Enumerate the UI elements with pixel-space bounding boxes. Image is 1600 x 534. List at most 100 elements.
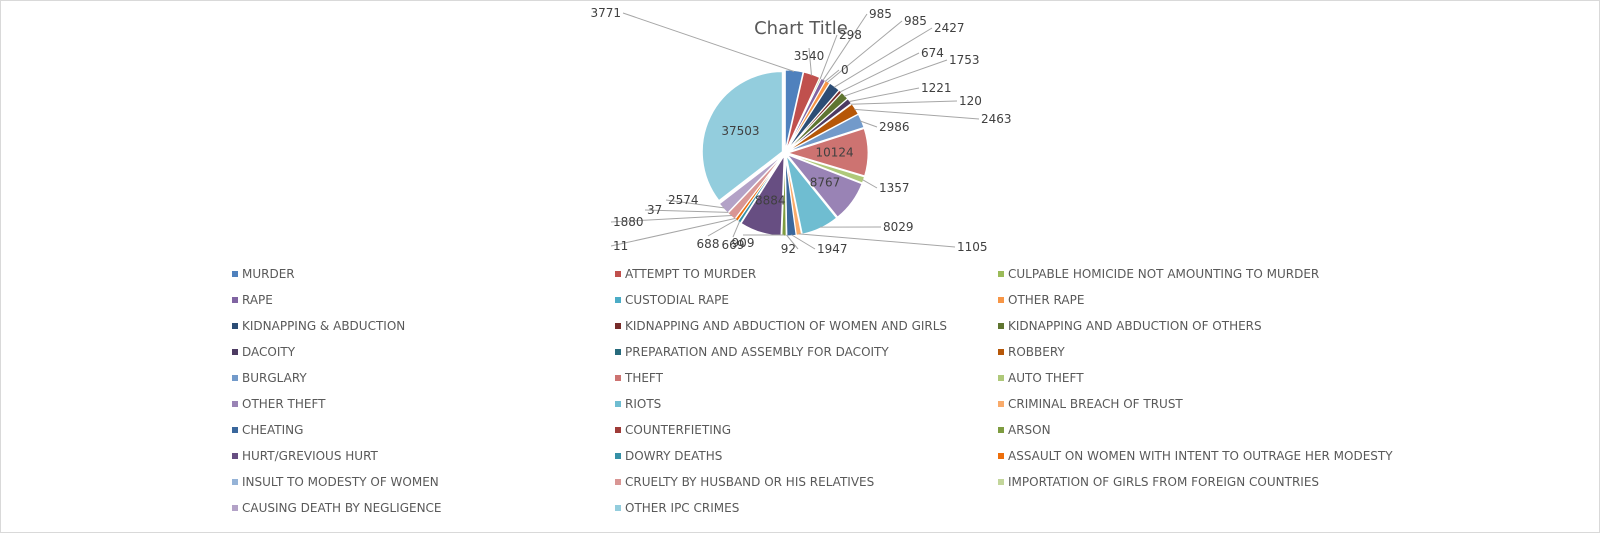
legend-label: CUSTODIAL RAPE [625,293,729,307]
data-label-2: 298 [839,28,862,42]
leader-line-22 [733,221,740,237]
legend-item: BURGLARY [232,371,307,385]
legend-swatch [615,297,621,303]
legend-swatch [998,401,1004,407]
legend-label: ARSON [1008,423,1051,437]
legend-swatch [615,271,621,277]
legend-swatch [998,271,1004,277]
legend-item: COUNTERFIETING [615,423,731,437]
legend-swatch [998,453,1004,459]
legend-item: THEFT [615,371,664,385]
data-label-24: 11 [613,239,628,253]
legend-label: OTHER IPC CRIMES [625,501,739,515]
legend-label: THEFT [624,371,664,385]
legend-swatch [232,453,238,459]
legend-item: DOWRY DEATHS [615,449,722,463]
legend-item: CAUSING DEATH BY NEGLIGENCE [232,501,442,515]
legend-swatch [615,349,621,355]
legend: MURDER ATTEMPT TO MURDER CULPABLE HOMICIDE… [232,267,1393,515]
data-label-10: 120 [959,94,982,108]
legend-label: MURDER [242,267,295,281]
data-label-22: 669 [722,238,745,252]
data-label-8: 1753 [949,53,980,67]
legend-label: RAPE [242,293,273,307]
data-label-1: 3540 [794,49,825,63]
legend-item: IMPORTATION OF GIRLS FROM FOREIGN COUNTR… [998,475,1319,489]
legend-swatch [232,271,238,277]
legend-label: CAUSING DEATH BY NEGLIGENCE [242,501,442,515]
legend-item: RIOTS [615,397,661,411]
legend-label: KIDNAPPING & ABDUCTION [242,319,405,333]
legend-item: DACOITY [232,345,296,359]
leader-line-14 [863,180,877,188]
legend-label: KIDNAPPING AND ABDUCTION OF OTHERS [1008,319,1262,333]
legend-item: OTHER IPC CRIMES [615,501,739,515]
data-label-21: 8884 [755,193,786,207]
data-label-13: 10124 [816,146,854,160]
legend-swatch [998,427,1004,433]
legend-item: MURDER [232,267,295,281]
leader-line-4 [825,70,839,81]
legend-label: KIDNAPPING AND ABDUCTION OF WOMEN AND GI… [625,319,947,333]
leader-line-10 [851,101,957,104]
legend-label: OTHER RAPE [1008,293,1084,307]
legend-label: OTHER THEFT [242,397,326,411]
legend-item: OTHER RAPE [998,293,1084,307]
legend-swatch [615,323,621,329]
legend-swatch [615,401,621,407]
data-label-16: 8029 [883,220,914,234]
legend-swatch [232,401,238,407]
legend-label: CRUELTY BY HUSBAND OR HIS RELATIVES [625,475,874,489]
leader-line-9 [849,88,919,102]
data-label-7: 674 [921,46,944,60]
legend-item: ATTEMPT TO MURDER [615,267,756,281]
legend-item: ARSON [998,423,1051,437]
legend-swatch [232,297,238,303]
data-label-17: 1105 [957,240,988,254]
data-label-25: 1880 [613,215,644,229]
data-label-15: 8767 [810,175,841,189]
leader-line-7 [840,53,919,92]
legend-label: HURT/GREVIOUS HURT [242,449,379,463]
chart-title: Chart Title [754,18,848,39]
legend-swatch [615,505,621,511]
legend-label: BURGLARY [242,371,307,385]
leader-line-23 [708,219,737,236]
legend-item: INSULT TO MODESTY OF WOMEN [232,475,439,489]
data-label-4: 0 [841,63,849,77]
data-label-0: 3771 [590,6,621,20]
data-label-11: 2463 [981,112,1012,126]
legend-label: AUTO THEFT [1008,371,1084,385]
legend-label: PREPARATION AND ASSEMBLY FOR DACOITY [625,345,889,359]
legend-swatch [998,375,1004,381]
legend-item: OTHER THEFT [232,397,326,411]
data-label-28: 37503 [721,124,759,138]
data-label-19: 92 [781,242,796,256]
legend-swatch [998,349,1004,355]
legend-item: CUSTODIAL RAPE [615,293,729,307]
legend-label: ATTEMPT TO MURDER [625,267,756,281]
data-label-23: 688 [697,237,720,251]
legend-swatch [232,427,238,433]
legend-item: ROBBERY [998,345,1065,359]
data-label-5: 985 [904,14,927,28]
legend-label: RIOTS [625,397,661,411]
legend-item: CULPABLE HOMICIDE NOT AMOUNTING TO MURDE… [998,267,1319,281]
data-label-18: 1947 [817,242,848,256]
legend-label: ROBBERY [1008,345,1065,359]
legend-item: KIDNAPPING AND ABDUCTION OF OTHERS [998,319,1262,333]
legend-item: KIDNAPPING AND ABDUCTION OF WOMEN AND GI… [615,319,947,333]
legend-label: CULPABLE HOMICIDE NOT AMOUNTING TO MURDE… [1008,267,1319,281]
legend-label: DOWRY DEATHS [625,449,722,463]
legend-item: RAPE [232,293,273,307]
legend-swatch [232,349,238,355]
legend-label: IMPORTATION OF GIRLS FROM FOREIGN COUNTR… [1008,475,1319,489]
legend-item: KIDNAPPING & ABDUCTION [232,319,405,333]
legend-swatch [615,375,621,381]
legend-label: INSULT TO MODESTY OF WOMEN [242,475,439,489]
legend-swatch [232,505,238,511]
legend-swatch [998,323,1004,329]
legend-swatch [998,479,1004,485]
